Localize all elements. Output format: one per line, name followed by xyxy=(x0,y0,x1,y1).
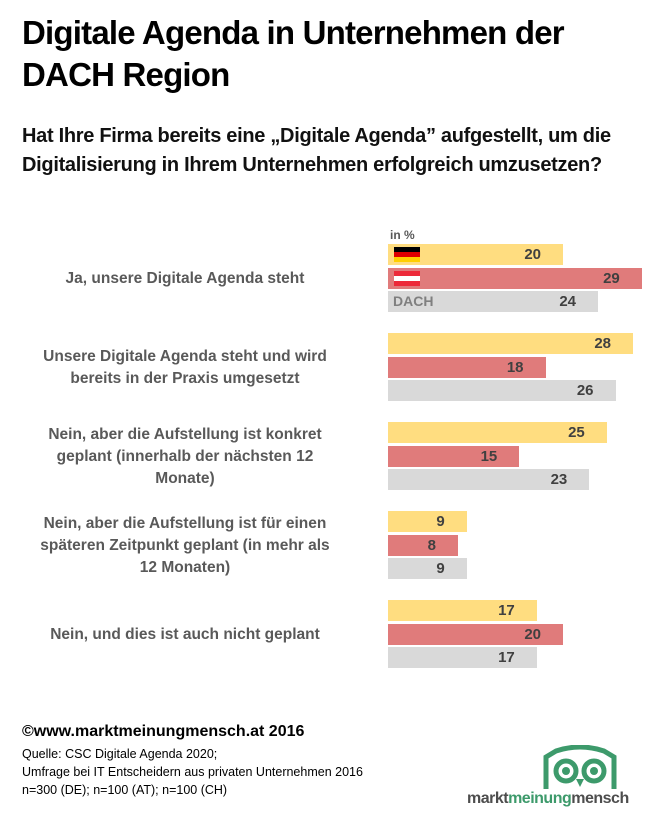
source-line: n=300 (DE); n=100 (AT); n=100 (CH) xyxy=(22,783,228,797)
data-label: 29 xyxy=(603,269,620,287)
data-label: 23 xyxy=(550,471,568,488)
category-label: Nein, und dies ist auch nicht geplant xyxy=(5,600,365,671)
data-label: 20 xyxy=(524,625,541,643)
data-label: 17 xyxy=(498,649,515,666)
brand-part: markt xyxy=(467,790,509,807)
category-label: Ja, unsere Digitale Agenda steht xyxy=(5,244,365,315)
data-label: 26 xyxy=(576,382,594,399)
category-label-line: Monate) xyxy=(155,470,215,488)
bar-de-flag: 25 xyxy=(388,422,607,443)
bar-dach: 24 DACH xyxy=(388,291,598,312)
category-label-line: geplant (innerhalb der nächsten 12 xyxy=(56,448,314,466)
bar-dach: 17 xyxy=(388,647,537,668)
category-label-line: Nein, aber die Aufstellung ist für einen xyxy=(43,515,327,533)
data-label: 24 xyxy=(559,293,576,310)
category-label-line: bereits in der Praxis umgesetzt xyxy=(70,370,300,388)
germany-flag-icon xyxy=(394,247,420,262)
category-label-line: Unsere Digitale Agenda steht und wird xyxy=(43,348,327,366)
legend-dach-label: DACH xyxy=(393,293,434,309)
bar-at-flag: 29 xyxy=(388,267,642,289)
survey-question: Hat Ihre Firma bereits eine „Digitale Ag… xyxy=(22,125,611,176)
bar-dach: 9 xyxy=(388,558,467,579)
bar-at-flag: 20 xyxy=(388,623,563,645)
category-label: Unsere Digitale Agenda steht und wird ber… xyxy=(5,333,365,404)
data-label: 9 xyxy=(436,560,445,577)
bar-at-flag: 8 xyxy=(388,534,458,556)
source-line: Quelle: CSC Digitale Agenda 2020; xyxy=(22,747,218,761)
data-label: 15 xyxy=(480,447,498,465)
data-label: 20 xyxy=(524,246,541,263)
category-label-line: Ja, unsere Digitale Agenda steht xyxy=(65,270,305,288)
chart-title: Digitale Agenda in Unternehmen der DACH … xyxy=(22,14,565,93)
bar-de-flag: 20 xyxy=(388,244,563,265)
owl-logo-icon xyxy=(543,745,617,789)
data-label: 28 xyxy=(594,335,611,352)
category-label: Nein, aber die Aufstellung ist für einen… xyxy=(5,511,365,582)
category-label: Nein, aber die Aufstellung ist konkret ge… xyxy=(5,422,365,493)
unit-label: in % xyxy=(390,228,415,242)
copyright-text: ©www.marktmeinungmensch.at 2016 xyxy=(22,723,305,740)
bar-dach: 23 xyxy=(388,469,590,490)
bar-de-flag: 28 xyxy=(388,333,633,354)
data-label: 18 xyxy=(506,358,524,376)
data-label: 9 xyxy=(436,513,445,530)
bar-dach: 26 xyxy=(388,380,616,401)
category-label-line: 12 Monaten) xyxy=(139,559,231,577)
bar-de-flag: 9 xyxy=(388,511,467,532)
bar-at-flag: 15 xyxy=(388,445,520,467)
category-label-line: Nein, und dies ist auch nicht geplant xyxy=(50,626,320,644)
data-label: 8 xyxy=(427,536,436,554)
austria-flag-icon xyxy=(394,270,420,286)
category-label-line: späteren Zeitpunkt geplant (in mehr als xyxy=(40,537,330,555)
data-label: 25 xyxy=(568,424,585,441)
brand-part: mensch xyxy=(571,790,629,807)
brand-part: meinung xyxy=(508,790,572,807)
source-note: Quelle: CSC Digitale Agenda 2020; Umfrag… xyxy=(22,745,363,799)
bar-at-flag: 18 xyxy=(388,356,546,378)
category-label-line: Nein, aber die Aufstellung ist konkret xyxy=(48,426,322,444)
data-label: 17 xyxy=(498,602,515,619)
bar-de-flag: 17 xyxy=(388,600,537,621)
brand-wordmark: marktmeinungmensch xyxy=(467,790,629,808)
source-line: Umfrage bei IT Entscheidern aus privaten… xyxy=(22,765,363,779)
